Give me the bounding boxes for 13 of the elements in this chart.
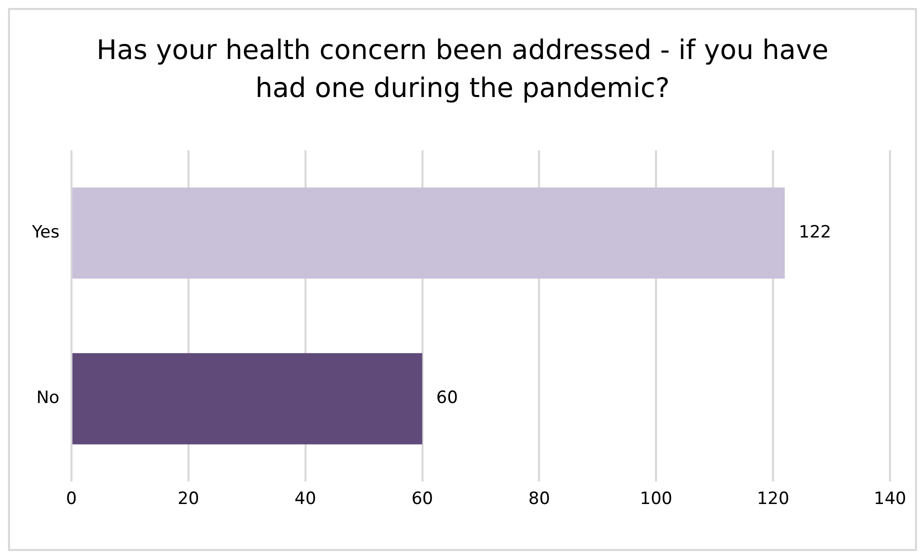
y-tick-label: No — [36, 388, 60, 408]
x-tick-label: 40 — [294, 489, 316, 510]
x-tick-label: 100 — [640, 489, 672, 510]
x-tick-label: 60 — [411, 489, 434, 510]
x-tick-label: 0 — [66, 489, 77, 510]
x-tick-label: 80 — [528, 489, 550, 510]
y-tick-label: Yes — [30, 222, 60, 242]
x-tick-label: 120 — [756, 489, 790, 510]
data-label: 60 — [436, 388, 458, 408]
data-label: 122 — [798, 222, 832, 242]
x-tick-label: 140 — [874, 489, 906, 510]
x-tick-label: 20 — [178, 489, 200, 510]
chart-title: Has your health concern been addressed - if you have had one during the pandemic? — [96, 34, 830, 106]
